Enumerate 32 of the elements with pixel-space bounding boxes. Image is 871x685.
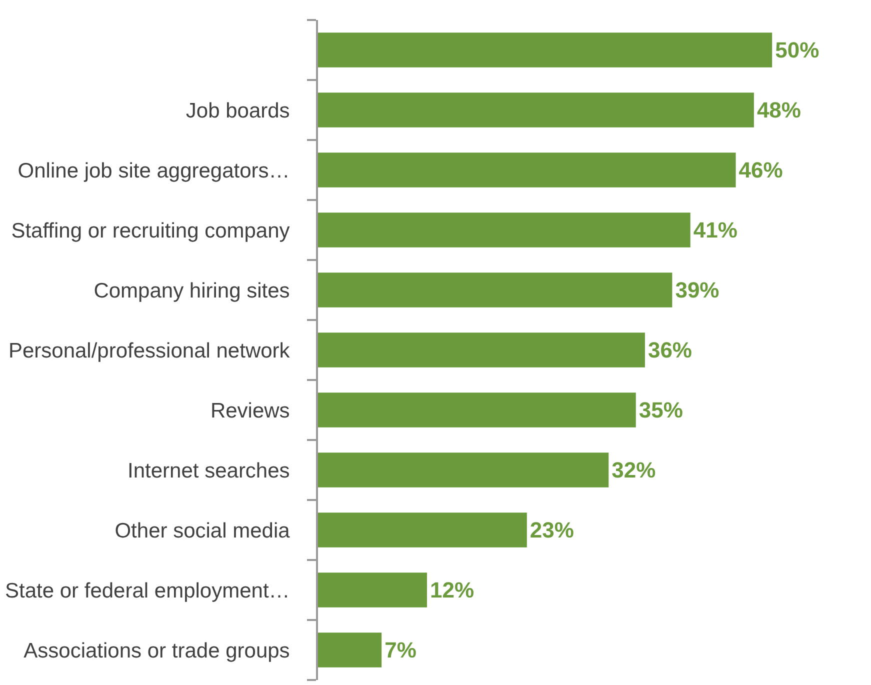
data-label: 12% <box>430 578 474 602</box>
bar <box>318 212 690 248</box>
data-label: 39% <box>675 278 720 302</box>
data-label: 23% <box>530 518 574 542</box>
data-label: 50% <box>775 38 820 62</box>
bar <box>318 632 382 668</box>
data-label: 46% <box>738 158 783 182</box>
data-label: 48% <box>756 98 801 122</box>
y-tick-label: State or federal employment… <box>4 579 290 602</box>
y-tick-label: Internet searches <box>128 459 290 482</box>
data-label: 7% <box>384 638 416 662</box>
y-tick-label: Online job site aggregators… <box>18 159 290 182</box>
y-tick-label: Reviews <box>210 399 290 422</box>
data-label: 36% <box>648 338 692 362</box>
bar <box>318 332 645 368</box>
data-label: 41% <box>693 218 738 242</box>
data-label: 35% <box>638 398 683 422</box>
y-tick-label: Company hiring sites <box>94 279 290 302</box>
bar <box>318 392 636 428</box>
bar <box>318 512 527 548</box>
y-tick-label: Job boards <box>186 99 290 122</box>
y-tick-label: Staffing or recruiting company <box>11 219 290 242</box>
y-tick-label: Other social media <box>114 519 290 542</box>
bar <box>318 152 736 188</box>
data-label: 32% <box>612 458 656 482</box>
bar <box>318 92 754 128</box>
y-tick-label: Personal/professional network <box>8 339 290 362</box>
bar <box>318 452 609 488</box>
bar <box>318 272 672 308</box>
bar <box>318 572 427 608</box>
bar <box>318 32 772 68</box>
y-tick-label: Associations or trade groups <box>24 639 290 662</box>
